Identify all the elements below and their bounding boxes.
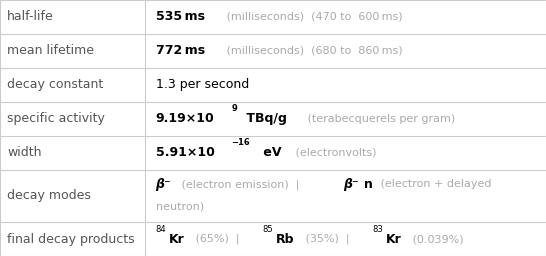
Text: (milliseconds)  (470 to  600 ms): (milliseconds) (470 to 600 ms) [223,12,403,22]
Text: half-life: half-life [7,10,54,24]
Text: Rb: Rb [276,232,294,246]
Text: 535 ms: 535 ms [156,10,205,24]
Text: β⁻: β⁻ [156,178,171,191]
Text: 9.19×10: 9.19×10 [156,112,215,125]
Text: Kr: Kr [386,232,402,246]
Text: 85: 85 [262,225,273,234]
Text: decay modes: decay modes [7,189,91,202]
Text: final decay products: final decay products [7,232,135,246]
Text: 772 ms: 772 ms [156,44,205,57]
Text: (terabecquerels per gram): (terabecquerels per gram) [304,114,455,124]
Text: (electronvolts): (electronvolts) [292,147,376,158]
Text: Kr: Kr [169,232,185,246]
Text: neutron): neutron) [156,201,204,211]
Text: (electron + delayed: (electron + delayed [377,179,492,189]
Text: decay constant: decay constant [7,78,103,91]
Text: (65%)  |: (65%) | [192,234,246,244]
Text: specific activity: specific activity [7,112,105,125]
Text: 1.3 per second: 1.3 per second [156,78,249,91]
Text: TBq/g: TBq/g [241,112,287,125]
Text: (electron emission)  |: (electron emission) | [178,179,306,189]
Text: 9: 9 [232,104,237,113]
Text: eV: eV [258,146,281,159]
Text: β⁻: β⁻ [343,178,359,191]
Text: −16: −16 [232,138,250,147]
Text: (milliseconds)  (680 to  860 ms): (milliseconds) (680 to 860 ms) [223,46,403,56]
Text: mean lifetime: mean lifetime [7,44,94,57]
Text: n: n [364,178,372,191]
Text: (35%)  |: (35%) | [302,234,357,244]
Text: 84: 84 [156,225,166,234]
Text: width: width [7,146,41,159]
Text: (0.039%): (0.039%) [408,234,463,244]
Text: 5.91×10: 5.91×10 [156,146,215,159]
Text: 83: 83 [372,225,383,234]
